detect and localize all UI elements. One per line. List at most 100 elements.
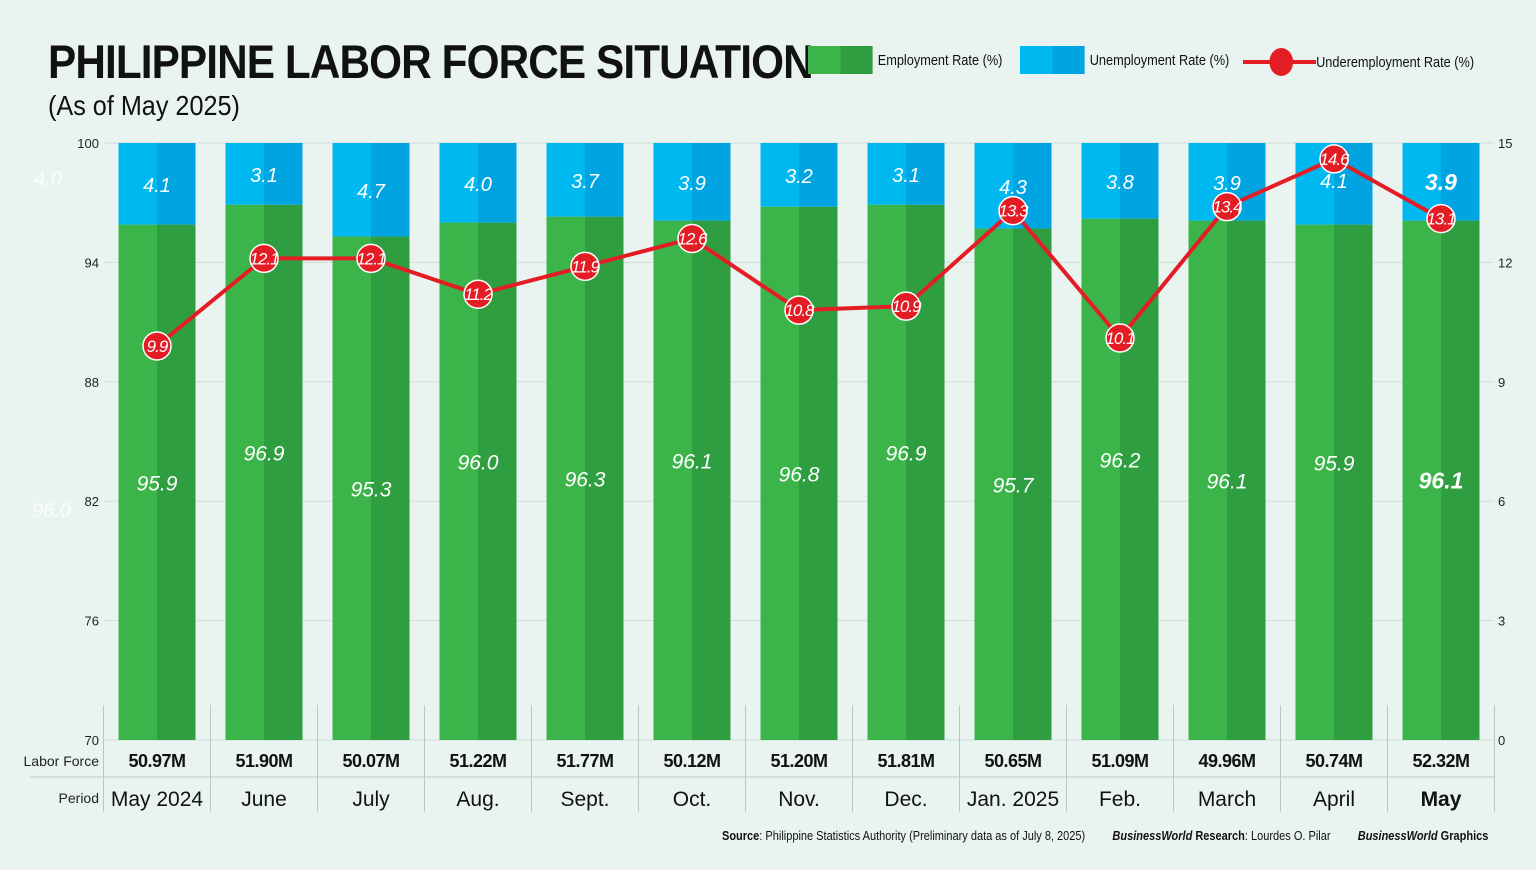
unemployment-bar-shade — [585, 143, 624, 217]
underemployment-point — [784, 295, 814, 325]
underemployment-point — [463, 279, 493, 309]
employment-bar — [653, 220, 692, 741]
period-label: April — [1313, 788, 1355, 811]
underemployment-value-label: 13.1 — [1426, 210, 1456, 229]
legend-swatch-unemployment — [1020, 46, 1085, 74]
unemployment-value-label: 3.9 — [1425, 169, 1457, 195]
legend-unemployment: Unemployment Rate (%) — [1020, 46, 1229, 74]
source-label: Source — [722, 829, 760, 843]
employment-value-label: 95.9 — [1314, 452, 1355, 475]
employment-bar-shade — [478, 222, 517, 741]
underemployment-point — [1105, 323, 1135, 353]
unemployment-value-label: 4.7 — [357, 181, 386, 203]
unemployment-bar — [546, 143, 585, 217]
underemployment-point — [677, 223, 707, 254]
unemployment-value-label: 4.3 — [999, 177, 1027, 199]
labor-force-value: 51.22M — [449, 751, 506, 771]
employment-bar — [867, 204, 906, 740]
employment-value-label: 96.8 — [779, 463, 820, 486]
legend-label: Underemployment Rate (%) — [1316, 53, 1475, 71]
unemployment-bar-shade — [692, 143, 731, 221]
y-tick-label: 82 — [85, 494, 99, 509]
unemployment-value-label: 3.7 — [571, 171, 600, 193]
unemployment-value-label: 3.1 — [250, 165, 278, 187]
labor-force-value: 51.90M — [235, 751, 292, 771]
graphics-label: Graphics — [1437, 829, 1489, 843]
underemployment-value-label: 10.1 — [1105, 329, 1135, 348]
employment-value-label: 95.9 — [137, 472, 178, 495]
labor-force-value: 51.77M — [556, 751, 613, 771]
employment-value-label: 95.7 — [993, 474, 1035, 497]
underemployment-point — [356, 243, 386, 274]
employment-bar — [225, 204, 264, 740]
period-label: Nov. — [778, 788, 820, 811]
chart-title: PHILIPPINE LABOR FORCE SITUATION — [48, 35, 814, 88]
underemployment-point — [998, 195, 1028, 226]
unemployment-bar-shade — [799, 143, 838, 207]
unemployment-value-label: 3.9 — [678, 173, 706, 195]
unemployment-value-label: 4.0 — [464, 174, 492, 196]
employment-value-label: 96.9 — [886, 442, 927, 465]
employment-bar — [1295, 224, 1334, 741]
employment-bar — [1081, 218, 1120, 740]
period-label: May — [1421, 788, 1462, 811]
unemployment-bar — [118, 143, 157, 225]
legend-swatch-underemployment — [1243, 48, 1317, 76]
employment-bar — [332, 236, 371, 740]
y-tick-label: 94 — [85, 255, 99, 270]
employment-bar-shade — [371, 236, 410, 740]
legend-label: Employment Rate (%) — [877, 51, 1003, 69]
row-label-labor-force: Labor Force — [24, 753, 100, 769]
period-label: Oct. — [673, 788, 712, 811]
period-label: July — [352, 788, 390, 811]
unemployment-value-label: 4.1 — [143, 175, 171, 197]
employment-value-label: 96.3 — [565, 468, 606, 491]
underemployment-value-label: 10.8 — [784, 301, 815, 320]
underemployment-point — [891, 291, 921, 321]
period-label: June — [241, 788, 287, 811]
unemployment-bar-shade — [371, 143, 410, 237]
employment-bar — [1402, 220, 1441, 741]
chart-subtitle: (As of May 2025) — [48, 90, 240, 121]
row-label-period: Period — [59, 790, 99, 806]
labor-force-value: 50.07M — [342, 751, 399, 771]
labor-force-value: 50.97M — [128, 751, 185, 771]
unemployment-value-label: 4.1 — [1320, 171, 1348, 193]
y2-tick-label: 15 — [1498, 136, 1512, 151]
unemployment-value-label: 3.1 — [892, 165, 920, 187]
period-label: Jan. 2025 — [967, 788, 1059, 811]
unemployment-value-label: 3.9 — [1213, 173, 1241, 195]
employment-bar-shade — [1441, 220, 1480, 741]
y2-tick-label: 12 — [1498, 255, 1512, 270]
employment-bar-shade — [799, 206, 838, 740]
unemployment-bar-shade — [157, 143, 196, 225]
unemployment-value-label: 3.2 — [785, 166, 813, 188]
period-label: Sept. — [560, 788, 609, 811]
legend-label: Unemployment Rate (%) — [1089, 51, 1230, 69]
labor-force-value: 51.81M — [877, 751, 934, 771]
employment-value-label: 96.0 — [458, 451, 499, 474]
unemployment-bar — [332, 143, 371, 237]
research-brand: BusinessWorld — [1112, 829, 1193, 843]
unemployment-bar-shade — [264, 143, 303, 205]
underemployment-value-label: 11.9 — [571, 257, 600, 276]
employment-bar-shade — [1334, 224, 1373, 741]
employment-value-label: 96.2 — [1100, 449, 1141, 472]
employment-value-label: 95.3 — [351, 478, 392, 501]
labor-force-value: 50.65M — [984, 751, 1041, 771]
research-label: Research — [1192, 829, 1245, 843]
underemployment-point — [1426, 203, 1456, 234]
employment-bar — [439, 222, 478, 741]
legend-underemployment: Underemployment Rate (%) — [1243, 46, 1474, 78]
underemployment-value-label: 14.6 — [1319, 150, 1350, 169]
ghost-label-unemployment: 4.0 — [34, 168, 62, 190]
labor-force-value: 52.32M — [1412, 751, 1469, 771]
graphics-brand: BusinessWorld — [1357, 829, 1438, 843]
unemployment-value-label: 3.8 — [1106, 172, 1134, 194]
underemployment-value-label: 13.4 — [1212, 198, 1242, 217]
y2-tick-label: 6 — [1498, 494, 1505, 509]
employment-bar-shade — [1013, 228, 1052, 740]
labor-force-value: 50.12M — [663, 751, 720, 771]
employment-bar-shade — [692, 220, 731, 741]
